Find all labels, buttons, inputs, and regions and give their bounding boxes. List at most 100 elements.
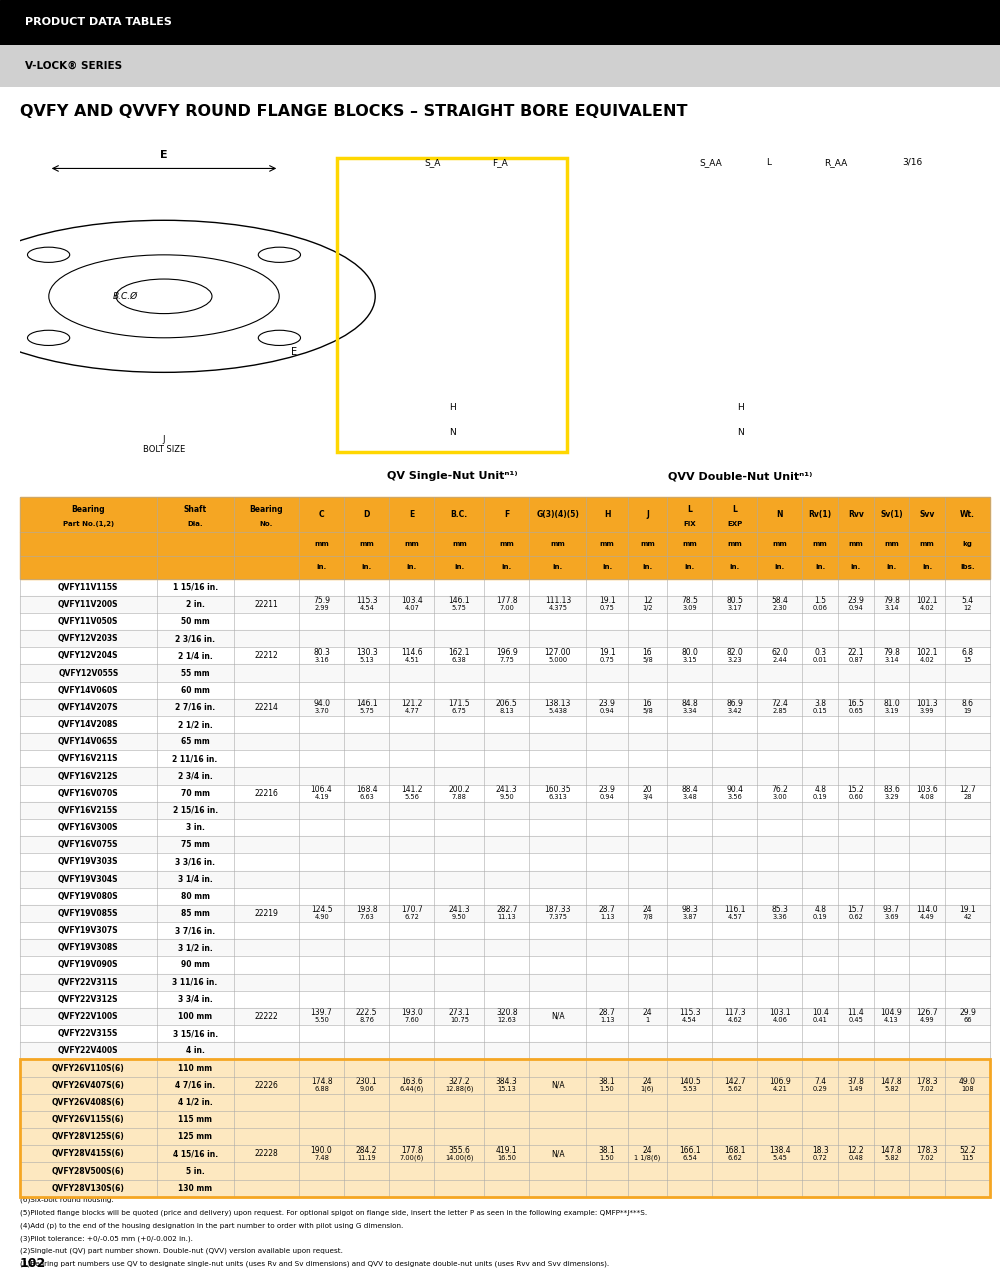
- Text: H: H: [449, 403, 455, 412]
- Text: 178.3: 178.3: [916, 1146, 938, 1155]
- Bar: [20, 1076, 990, 1094]
- Text: 3 1/2 in.: 3 1/2 in.: [178, 943, 212, 952]
- Text: PRODUCT DATA TABLES: PRODUCT DATA TABLES: [25, 18, 172, 27]
- Text: 104.9: 104.9: [881, 1009, 902, 1018]
- Text: in.: in.: [602, 564, 612, 570]
- Text: 121.2: 121.2: [401, 699, 422, 708]
- Bar: [20, 1042, 990, 1060]
- Text: 10.4: 10.4: [812, 1009, 829, 1018]
- Text: 22228: 22228: [254, 1149, 278, 1158]
- Text: 16: 16: [643, 648, 652, 657]
- Text: 84.8: 84.8: [681, 699, 698, 708]
- Text: QVFY22V315S: QVFY22V315S: [58, 1029, 118, 1038]
- Text: 2.85: 2.85: [772, 708, 787, 714]
- Text: 8.76: 8.76: [359, 1018, 374, 1023]
- Text: 177.8: 177.8: [496, 596, 518, 605]
- Text: 1.5: 1.5: [814, 596, 826, 605]
- Text: 16.50: 16.50: [497, 1155, 516, 1161]
- Text: 0.19: 0.19: [813, 914, 828, 920]
- Text: 75.9: 75.9: [313, 596, 330, 605]
- Text: 15.7: 15.7: [847, 905, 864, 914]
- Text: QV Single-Nut Unitⁿ¹⁾: QV Single-Nut Unitⁿ¹⁾: [387, 471, 517, 481]
- Text: 0.72: 0.72: [813, 1155, 828, 1161]
- Text: Rv(1): Rv(1): [809, 509, 832, 520]
- Bar: [20, 733, 990, 750]
- Text: 11.19: 11.19: [357, 1155, 376, 1161]
- Text: 86.9: 86.9: [726, 699, 743, 708]
- Text: mm: mm: [682, 541, 697, 547]
- Text: 6.62: 6.62: [727, 1155, 742, 1161]
- Text: 12: 12: [963, 605, 972, 611]
- Text: 146.1: 146.1: [356, 699, 377, 708]
- Text: 4.62: 4.62: [727, 1018, 742, 1023]
- Text: 98.3: 98.3: [681, 905, 698, 914]
- Bar: [20, 750, 990, 768]
- Bar: [20, 974, 990, 991]
- Text: mm: mm: [640, 541, 655, 547]
- Text: Wt.: Wt.: [960, 509, 975, 520]
- Text: 12: 12: [643, 596, 652, 605]
- Text: 6.313: 6.313: [548, 794, 567, 800]
- Text: QVFY11V050S: QVFY11V050S: [58, 617, 118, 626]
- Text: in.: in.: [502, 564, 512, 570]
- Text: 130.3: 130.3: [356, 648, 378, 657]
- Text: QVFY16V211S: QVFY16V211S: [58, 754, 119, 763]
- Bar: [20, 648, 990, 664]
- Text: N/A: N/A: [551, 1080, 565, 1089]
- Text: 22219: 22219: [254, 909, 278, 918]
- Text: J: J: [646, 509, 649, 520]
- Text: 50 mm: 50 mm: [181, 617, 209, 626]
- Text: 7.63: 7.63: [359, 914, 374, 920]
- Text: 0.29: 0.29: [813, 1085, 828, 1092]
- Bar: [20, 1111, 990, 1128]
- Text: 5.62: 5.62: [727, 1085, 742, 1092]
- Text: 0.19: 0.19: [813, 794, 828, 800]
- Text: 2 in.: 2 in.: [186, 600, 205, 609]
- Text: 52.2: 52.2: [959, 1146, 976, 1155]
- Text: 80.0: 80.0: [681, 648, 698, 657]
- Text: 7.02: 7.02: [920, 1155, 935, 1161]
- Text: 178.3: 178.3: [916, 1076, 938, 1085]
- Bar: [20, 716, 990, 733]
- Text: 22226: 22226: [254, 1080, 278, 1089]
- Text: 3.00: 3.00: [772, 794, 787, 800]
- Text: 11.4: 11.4: [847, 1009, 864, 1018]
- Text: 6.63: 6.63: [359, 794, 374, 800]
- Text: 103.6: 103.6: [916, 785, 938, 794]
- Text: QVFY16V215S: QVFY16V215S: [58, 806, 118, 815]
- Text: 100 mm: 100 mm: [178, 1012, 212, 1021]
- Text: 3.69: 3.69: [884, 914, 899, 920]
- Bar: [20, 1060, 990, 1076]
- Text: mm: mm: [920, 541, 934, 547]
- Text: QVFY12V204S: QVFY12V204S: [58, 652, 119, 660]
- Text: in.: in.: [407, 564, 417, 570]
- Text: mm: mm: [600, 541, 614, 547]
- Text: 5.75: 5.75: [452, 605, 467, 611]
- Bar: [20, 1162, 990, 1180]
- Text: 355.6: 355.6: [448, 1146, 470, 1155]
- Text: 19.1: 19.1: [959, 905, 976, 914]
- Text: F: F: [504, 509, 509, 520]
- Text: 4.06: 4.06: [772, 1018, 787, 1023]
- Text: mm: mm: [884, 541, 899, 547]
- Text: 75 mm: 75 mm: [181, 840, 210, 849]
- Text: 9.50: 9.50: [499, 794, 514, 800]
- Text: 9.50: 9.50: [452, 914, 467, 920]
- Text: 5 in.: 5 in.: [186, 1166, 204, 1175]
- Text: (5)Piloted flange blocks will be quoted (price and delivery) upon request. For o: (5)Piloted flange blocks will be quoted …: [20, 1210, 647, 1216]
- Text: 6.88: 6.88: [314, 1085, 329, 1092]
- Text: 111.13: 111.13: [545, 596, 571, 605]
- Bar: [20, 1128, 990, 1146]
- Text: 166.1: 166.1: [679, 1146, 700, 1155]
- Text: mm: mm: [359, 541, 374, 547]
- Text: 3 1/4 in.: 3 1/4 in.: [178, 874, 212, 883]
- Text: in.: in.: [316, 564, 327, 570]
- Text: 3.8: 3.8: [814, 699, 826, 708]
- Text: 6.54: 6.54: [682, 1155, 697, 1161]
- Text: 241.3: 241.3: [496, 785, 518, 794]
- Text: 162.1: 162.1: [449, 648, 470, 657]
- Text: 5/8: 5/8: [642, 708, 653, 714]
- Text: in.: in.: [684, 564, 695, 570]
- Text: 193.8: 193.8: [356, 905, 377, 914]
- Text: 0.94: 0.94: [848, 605, 863, 611]
